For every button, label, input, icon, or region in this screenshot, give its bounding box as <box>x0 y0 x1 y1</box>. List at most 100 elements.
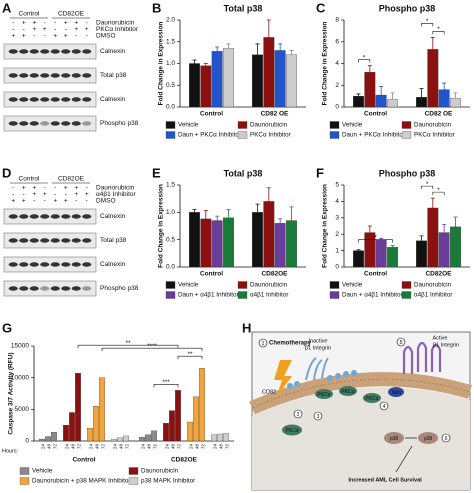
error-bar <box>192 209 197 213</box>
blot-strip <box>3 280 97 297</box>
bar <box>353 250 364 268</box>
sign: - <box>75 198 77 205</box>
hour-label: 24 <box>89 444 94 450</box>
band <box>61 214 71 219</box>
legend-swatch <box>237 131 248 139</box>
blot-strip <box>3 208 97 225</box>
sign: - <box>86 33 88 40</box>
sign: + <box>74 191 78 198</box>
hour-label: 48 <box>195 444 200 450</box>
bar <box>145 434 151 442</box>
error-bar <box>430 197 435 208</box>
band <box>8 97 18 102</box>
band <box>50 73 60 78</box>
bar <box>69 412 75 442</box>
y-tick-label: 1.0 <box>166 60 175 67</box>
label: PKCα <box>341 389 354 395</box>
y-tick-label: 5 <box>335 182 339 189</box>
panel-letter: C <box>316 0 326 15</box>
panel-letter: A <box>2 0 12 15</box>
y-tick-label: 3 <box>335 215 339 222</box>
chart-title: Total p38 <box>224 168 263 178</box>
bar <box>416 240 427 268</box>
bar <box>123 435 129 442</box>
sign: + <box>64 198 68 205</box>
error-bar <box>430 37 435 50</box>
integrin-active <box>402 341 442 374</box>
band <box>40 73 50 78</box>
sig-label: * <box>437 187 440 194</box>
legend-swatch <box>237 291 248 299</box>
sig-bracket <box>177 355 203 360</box>
sign: + <box>32 20 36 27</box>
legend-label: Daunorubicin <box>141 468 179 475</box>
y-axis-label: Fold Change in Expression <box>158 184 165 268</box>
hour-label: 48 <box>71 444 76 450</box>
row-label: Phospho p38 <box>100 120 139 127</box>
error-bar <box>390 92 395 100</box>
sign: + <box>22 33 26 40</box>
sign: + <box>53 33 57 40</box>
error-bar <box>390 245 395 248</box>
bar <box>51 431 57 442</box>
row-label: Total p38 <box>100 72 127 79</box>
sign: - <box>65 26 67 33</box>
band <box>61 238 71 243</box>
hour-label: 72 <box>177 444 182 450</box>
legend-label: Vehicle <box>32 468 53 475</box>
hour-label: 72 <box>125 444 130 450</box>
sign: - <box>44 20 46 27</box>
sign: + <box>74 185 78 192</box>
y-tick-label: 0 <box>335 264 339 271</box>
sign: - <box>44 33 46 40</box>
bar <box>286 220 297 268</box>
legend-swatch <box>165 281 176 289</box>
legend-swatch <box>237 281 248 289</box>
sign: - <box>54 26 56 33</box>
bar <box>45 436 51 442</box>
sig-bracket <box>358 59 371 63</box>
sign: + <box>74 26 78 33</box>
bar <box>193 396 199 442</box>
label: Chemotherapy <box>269 341 312 347</box>
bar <box>375 94 387 108</box>
band <box>71 97 81 102</box>
sign: - <box>86 185 88 192</box>
step-number: 4 <box>383 404 386 410</box>
blot-strip <box>3 256 97 273</box>
panel-h: H 1 Chemotherapy Inactive β1 Integrin CD… <box>242 320 472 491</box>
hour-label: 24 <box>165 444 170 450</box>
legend-swatch <box>401 131 412 139</box>
y-tick-label: 0.5 <box>166 82 175 89</box>
treatment-label: α4β1 Inhibitor <box>96 191 136 198</box>
error-bar <box>356 93 361 97</box>
error-bar <box>226 43 231 49</box>
label: β1 Integrin <box>305 345 331 351</box>
hour-label: 24 <box>65 444 70 450</box>
bar <box>286 54 297 108</box>
bar <box>427 49 439 108</box>
sig-bracket <box>432 31 445 35</box>
sign: + <box>32 185 36 192</box>
x-tick-label: CD82 OE <box>425 111 453 118</box>
error-bar <box>356 249 361 251</box>
blot-strip <box>3 91 97 108</box>
legend-label: α4β1 Inhibitor <box>414 292 452 299</box>
sig-bracket <box>77 344 179 349</box>
legend-swatch <box>165 131 176 139</box>
band <box>19 286 29 291</box>
label: β1 Integrin <box>433 342 459 348</box>
legend-swatch <box>128 477 139 485</box>
legend-label: Daun + α4β1 Inhibitor <box>178 292 239 299</box>
y-tick-label: 0 <box>25 438 29 445</box>
treatment-label: Daunorubicin <box>96 20 135 27</box>
band <box>8 49 18 54</box>
band <box>61 262 71 267</box>
group-label: Control <box>19 11 41 18</box>
legend-swatch <box>128 467 139 475</box>
hour-label: 48 <box>47 444 52 450</box>
band <box>29 73 39 78</box>
bar <box>163 423 169 442</box>
legend-swatch <box>401 121 412 129</box>
band <box>19 262 29 267</box>
